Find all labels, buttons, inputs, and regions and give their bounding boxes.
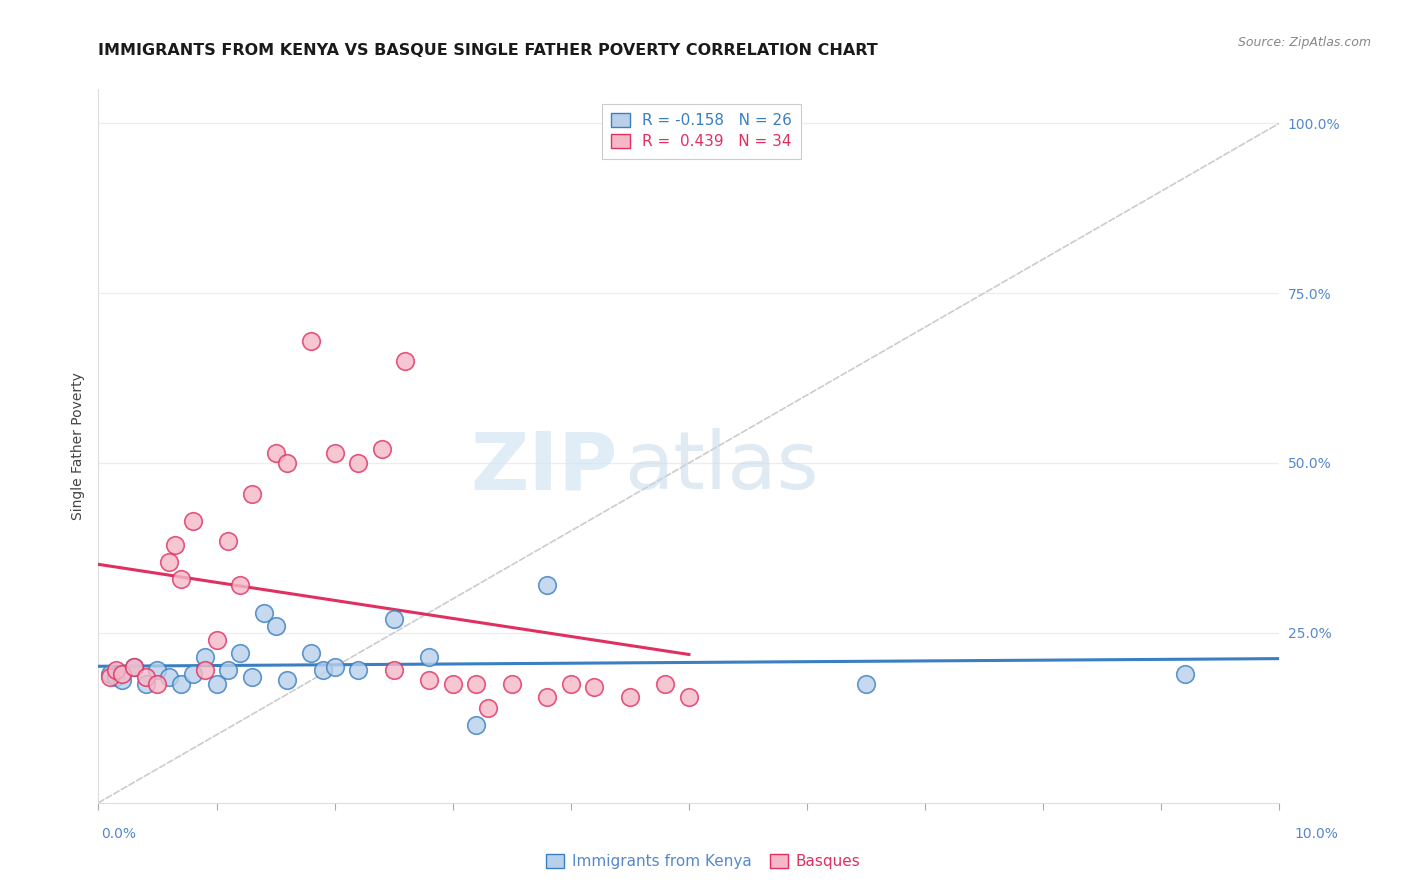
Point [382, 612, 405, 626]
Point [465, 717, 488, 731]
Point [583, 680, 606, 694]
Text: IMMIGRANTS FROM KENYA VS BASQUE SINGLE FATHER POVERTY CORRELATION CHART: IMMIGRANTS FROM KENYA VS BASQUE SINGLE F… [98, 43, 879, 58]
Point [418, 649, 440, 664]
Point [170, 572, 193, 586]
Point [157, 555, 180, 569]
Point [135, 670, 157, 684]
Point [253, 606, 276, 620]
Point [165, 537, 187, 551]
Point [181, 666, 204, 681]
Point [111, 666, 134, 681]
Point [560, 677, 582, 691]
Point [170, 677, 193, 691]
Point [323, 446, 346, 460]
Text: 10.0%: 10.0% [1295, 827, 1339, 841]
Text: ZIP: ZIP [471, 428, 619, 507]
Point [654, 677, 676, 691]
Point [299, 334, 322, 348]
Point [382, 663, 405, 677]
Point [855, 677, 877, 691]
Point [312, 663, 335, 677]
Point [477, 700, 499, 714]
Point [205, 632, 228, 647]
Point [111, 673, 134, 688]
Point [264, 446, 287, 460]
Text: 0.0%: 0.0% [101, 827, 136, 841]
Y-axis label: Single Father Poverty: Single Father Poverty [72, 372, 86, 520]
Point [217, 534, 239, 549]
Point [240, 670, 263, 684]
Point [205, 677, 228, 691]
Legend: Immigrants from Kenya, Basques: Immigrants from Kenya, Basques [540, 848, 866, 875]
Point [122, 660, 145, 674]
Point [678, 690, 700, 705]
Point [323, 660, 346, 674]
Point [619, 690, 641, 705]
Point [157, 670, 180, 684]
Point [105, 670, 128, 684]
Point [181, 514, 204, 528]
Point [194, 649, 217, 664]
Point [264, 619, 287, 633]
Point [394, 354, 416, 368]
Point [105, 663, 128, 677]
Point [240, 486, 263, 500]
Point [229, 646, 252, 660]
Point [501, 677, 523, 691]
Point [229, 578, 252, 592]
Text: atlas: atlas [624, 428, 818, 507]
Point [347, 663, 370, 677]
Point [536, 690, 558, 705]
Point [98, 666, 121, 681]
Point [217, 663, 239, 677]
Point [1174, 666, 1197, 681]
Point [98, 670, 121, 684]
Legend: R = -0.158   N = 26, R =  0.439   N = 34: R = -0.158 N = 26, R = 0.439 N = 34 [602, 104, 801, 159]
Point [276, 456, 298, 470]
Point [441, 677, 464, 691]
Point [146, 663, 169, 677]
Point [299, 646, 322, 660]
Point [146, 677, 169, 691]
Point [347, 456, 370, 470]
Point [536, 578, 558, 592]
Point [276, 673, 298, 688]
Point [371, 442, 394, 457]
Text: Source: ZipAtlas.com: Source: ZipAtlas.com [1237, 36, 1371, 49]
Point [194, 663, 217, 677]
Point [465, 677, 488, 691]
Point [135, 677, 157, 691]
Point [418, 673, 440, 688]
Point [122, 660, 145, 674]
